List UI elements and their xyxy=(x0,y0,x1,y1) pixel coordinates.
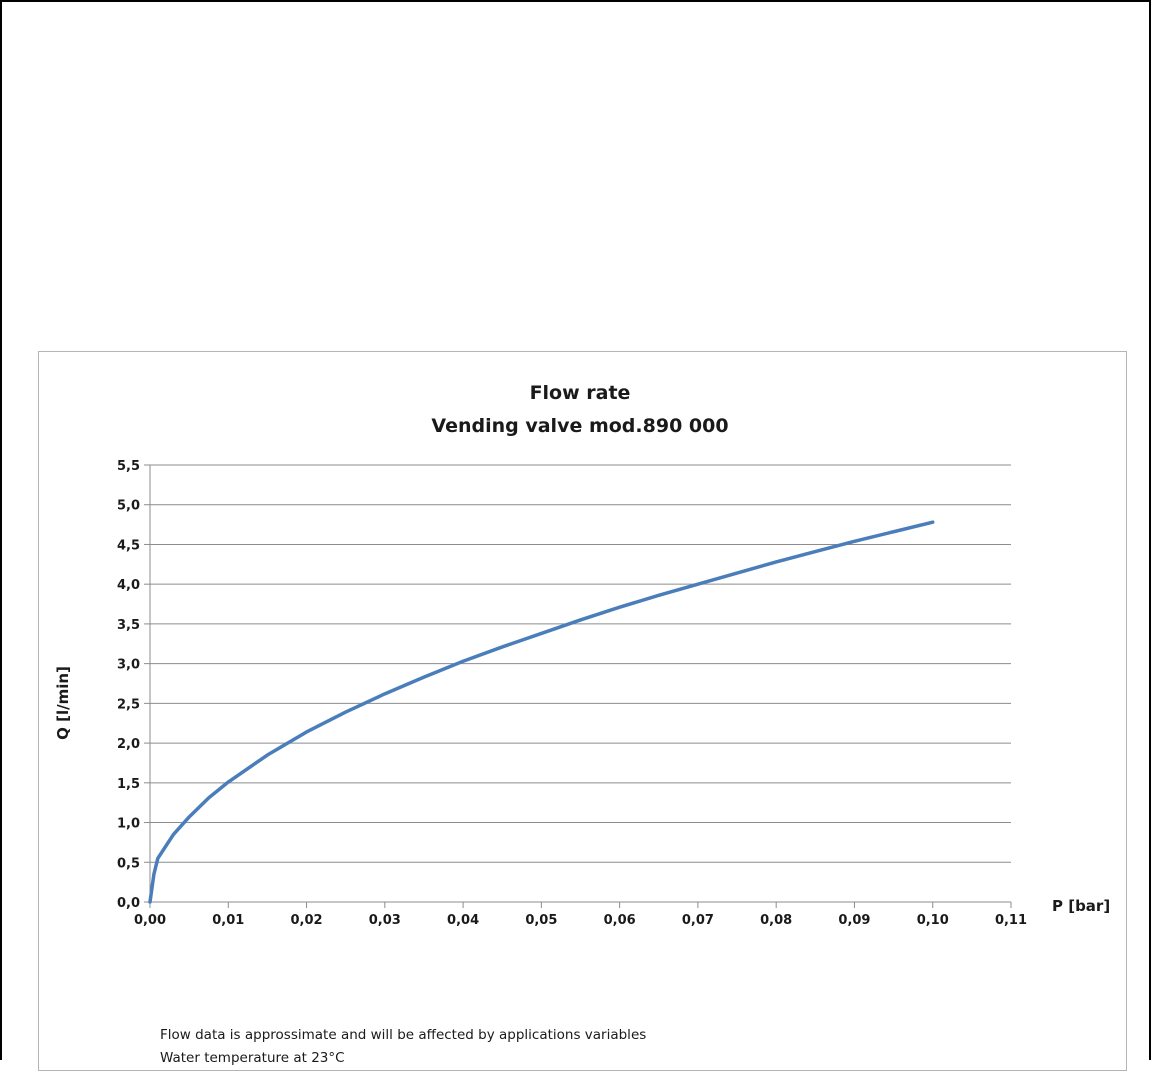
y-tick-label: 3,5 xyxy=(117,618,140,633)
flow-rate-chart: Flow rate Vending valve mod.890 000 0,00… xyxy=(54,382,1110,1066)
x-tick-label: 0,07 xyxy=(682,913,714,928)
y-tick-label: 4,5 xyxy=(117,538,140,553)
y-tick-label: 0,0 xyxy=(117,896,140,911)
y-tick-labels: 0,0 0,5 1,0 1,5 2,0 2,5 3,0 3,5 4,0 4,5 5,0 5,5 xyxy=(117,459,140,911)
y-tick-label: 5,0 xyxy=(117,499,140,514)
x-axis-label: P [bar] xyxy=(1052,897,1110,915)
chart-title: Flow rate xyxy=(530,382,631,404)
x-tick-label: 0,01 xyxy=(212,913,244,928)
x-tick-labels: 0,00 0,01 0,02 0,03 0,04 0,05 0,06 0,07 0,08 0,09… xyxy=(134,913,1027,928)
y-tick-label: 3,0 xyxy=(117,658,140,673)
x-tick-label: 0,04 xyxy=(447,913,479,928)
chart-note-2: Water temperature at 23°C xyxy=(160,1050,345,1066)
series-lines xyxy=(148,520,935,904)
x-tick-label: 0,06 xyxy=(604,913,636,928)
y-tick-label: 2,0 xyxy=(117,737,140,752)
x-tick-label: 0,11 xyxy=(995,913,1027,928)
y-axis-label: Q [l/min] xyxy=(54,666,72,740)
y-tick-label: 1,5 xyxy=(117,777,140,792)
y-tick-label: 0,5 xyxy=(117,856,140,871)
x-tick-label: 0,08 xyxy=(760,913,792,928)
y-tick-label: 1,0 xyxy=(117,817,140,832)
y-tick-label: 4,0 xyxy=(117,578,140,593)
x-tick-label: 0,03 xyxy=(369,913,401,928)
gridlines xyxy=(150,464,1011,863)
x-tick-label: 0,05 xyxy=(525,913,557,928)
axes xyxy=(144,464,1012,908)
y-tick-label: 2,5 xyxy=(117,697,140,712)
y-tick-label: 5,5 xyxy=(117,459,140,474)
chart-subtitle: Vending valve mod.890 000 xyxy=(431,415,728,437)
x-tick-label: 0,00 xyxy=(134,913,166,928)
x-tick-label: 0,10 xyxy=(917,913,949,928)
x-tick-label: 0,09 xyxy=(838,913,870,928)
chart-note-1: Flow data is approssimate and will be af… xyxy=(160,1027,646,1043)
x-tick-label: 0,02 xyxy=(291,913,323,928)
chart-area: Flow rate Vending valve mod.890 000 0,0 0… xyxy=(38,351,1127,1071)
flow-rate-series-line xyxy=(148,520,935,904)
